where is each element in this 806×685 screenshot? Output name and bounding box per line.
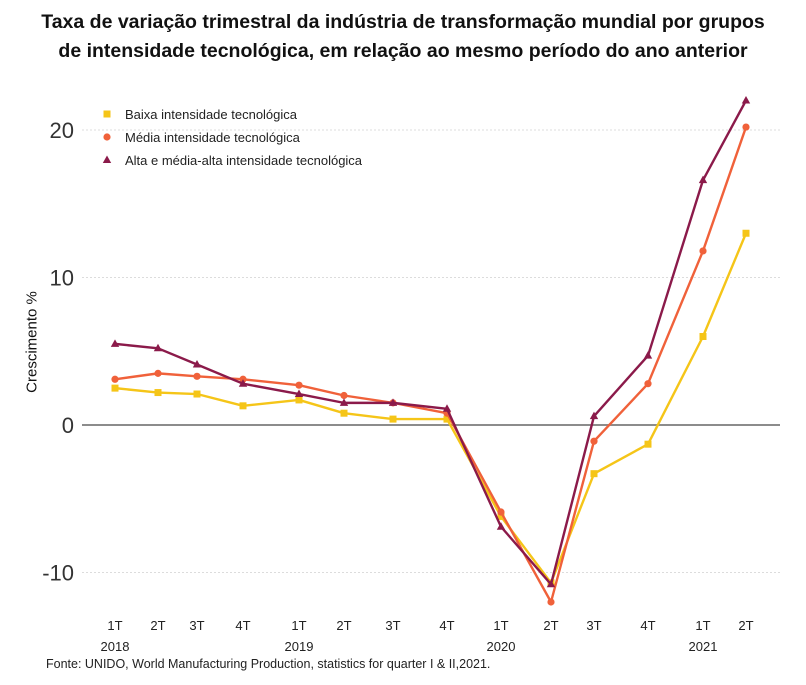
data-point <box>111 384 119 392</box>
y-axis-ticks: -10 0 10 20 <box>42 118 74 586</box>
chart-title-line-2: de intensidade tecnológica, em relação a… <box>58 40 748 62</box>
source-note: Fonte: UNIDO, World Manufacturing Produc… <box>46 657 491 671</box>
data-point <box>496 522 506 530</box>
data-point <box>546 579 556 588</box>
data-point <box>111 375 119 383</box>
data-point <box>699 333 707 340</box>
y-axis-label: Crescimento % <box>23 291 41 393</box>
legend-marker <box>103 133 111 141</box>
series-line <box>114 232 748 585</box>
data-point <box>443 415 451 423</box>
data-point <box>339 398 349 406</box>
x-year-label: 2018 <box>101 639 130 654</box>
data-point <box>294 389 304 398</box>
x-year-label: 2021 <box>689 639 718 654</box>
data-point <box>153 343 163 352</box>
legend-marker <box>103 110 111 118</box>
series-line <box>114 99 748 586</box>
series-2 <box>111 123 750 606</box>
x-year-label: 2019 <box>285 639 314 654</box>
y-tick-label: 20 <box>50 118 74 143</box>
chart-title-line-1: Taxa de variação trimestral da indústria… <box>41 11 765 33</box>
y-tick-label: -10 <box>42 561 74 586</box>
data-point <box>295 381 303 389</box>
data-point <box>388 398 398 406</box>
data-point <box>295 396 303 404</box>
data-point <box>389 415 397 423</box>
data-point <box>110 339 120 347</box>
grid-lines <box>82 129 780 573</box>
x-year-label: 2020 <box>487 639 516 654</box>
data-point <box>154 389 162 397</box>
x-tick-label: 1T <box>107 618 122 633</box>
legend-label: Baixa intensidade tecnológica <box>125 107 298 122</box>
data-point <box>590 437 598 445</box>
data-point <box>741 96 751 104</box>
data-point <box>644 380 652 388</box>
data-point <box>742 229 750 237</box>
legend-label: Alta e média-alta intensidade tecnológic… <box>125 153 363 168</box>
data-point <box>497 512 505 520</box>
data-point <box>154 369 162 377</box>
x-tick-label: 3T <box>385 618 400 633</box>
data-point <box>698 175 708 184</box>
x-tick-label: 1T <box>695 618 710 633</box>
data-point <box>644 440 652 448</box>
x-tick-label: 2T <box>543 618 558 633</box>
x-tick-label: 3T <box>586 618 601 633</box>
series-1 <box>111 229 750 587</box>
data-point <box>589 411 599 420</box>
data-point <box>742 123 750 131</box>
x-tick-label: 3T <box>189 618 204 633</box>
x-axis-ticks: 1T 2T 3T 4T 1T 2T 3T 4T 1T 2T 3T 4T 1T 2T 2018 2019 2020… <box>101 618 754 654</box>
x-tick-label: 2T <box>336 618 351 633</box>
x-tick-label: 4T <box>439 618 454 633</box>
y-tick-label: 10 <box>50 266 74 291</box>
data-point <box>193 390 201 398</box>
legend-marker <box>102 155 112 163</box>
data-point <box>340 391 348 400</box>
series-line <box>114 126 748 604</box>
data-point <box>239 402 247 410</box>
data-point <box>340 409 348 417</box>
x-tick-label: 1T <box>493 618 508 633</box>
legend-label: Média intensidade tecnológica <box>125 130 301 145</box>
x-tick-label: 2T <box>738 618 753 633</box>
x-tick-label: 1T <box>291 618 306 633</box>
data-point <box>590 470 598 478</box>
data-point <box>192 360 202 368</box>
data-point <box>699 247 707 255</box>
series-3 <box>110 96 751 588</box>
data-point <box>238 379 248 387</box>
legend-item: Alta e média-alta intensidade tecnológic… <box>102 153 363 168</box>
data-point <box>497 508 505 516</box>
series-lines <box>110 96 751 606</box>
data-point <box>643 351 653 359</box>
chart-title: Taxa de variação trimestral da indústria… <box>0 8 806 66</box>
x-tick-label: 2T <box>150 618 165 633</box>
legend: Baixa intensidade tecnológica Média inten… <box>102 107 363 168</box>
data-point <box>547 598 555 606</box>
data-point <box>442 404 452 412</box>
y-tick-label: 0 <box>62 413 74 438</box>
x-tick-label: 4T <box>235 618 250 633</box>
legend-item: Média intensidade tecnológica <box>103 130 301 145</box>
data-point <box>193 372 201 380</box>
x-tick-label: 4T <box>640 618 655 633</box>
legend-item: Baixa intensidade tecnológica <box>103 107 298 122</box>
